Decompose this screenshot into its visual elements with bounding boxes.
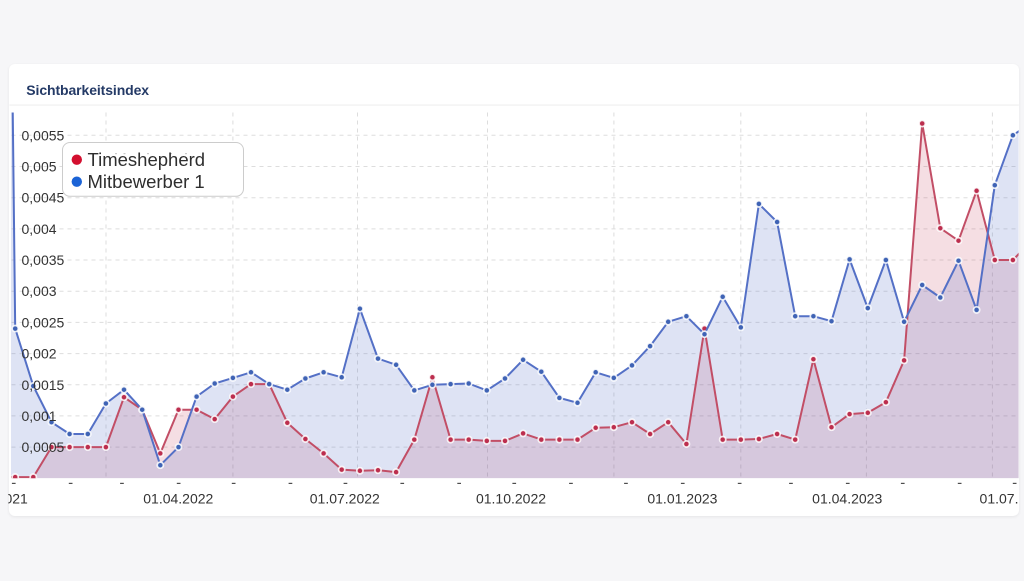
svg-text:0,005: 0,005 — [22, 159, 57, 175]
svg-text:0,0055: 0,0055 — [22, 127, 65, 143]
svg-text:01.01.2023: 01.01.2023 — [647, 491, 717, 507]
svg-text:Timeshepherd: Timeshepherd — [88, 149, 206, 170]
svg-text:0,003: 0,003 — [22, 283, 57, 299]
svg-text:0,0015: 0,0015 — [22, 377, 65, 393]
svg-text:01.07.2023: 01.07.2023 — [980, 491, 1024, 507]
svg-text:0,0005: 0,0005 — [22, 439, 65, 455]
svg-text:01.07.2022: 01.07.2022 — [310, 491, 380, 507]
svg-text:0,001: 0,001 — [22, 408, 57, 424]
svg-text:01.10.2021: 01.10.2021 — [0, 491, 28, 507]
svg-text:01.04.2022: 01.04.2022 — [143, 491, 213, 507]
svg-text:0,0035: 0,0035 — [22, 252, 65, 268]
svg-text:01.10.2022: 01.10.2022 — [476, 491, 546, 507]
svg-text:0,0025: 0,0025 — [22, 314, 65, 330]
svg-text:0,004: 0,004 — [22, 221, 57, 237]
svg-text:01.04.2023: 01.04.2023 — [812, 491, 882, 507]
svg-text:Mitbewerber 1: Mitbewerber 1 — [88, 171, 205, 192]
svg-text:0,0045: 0,0045 — [22, 190, 65, 206]
svg-text:0,002: 0,002 — [22, 346, 57, 362]
